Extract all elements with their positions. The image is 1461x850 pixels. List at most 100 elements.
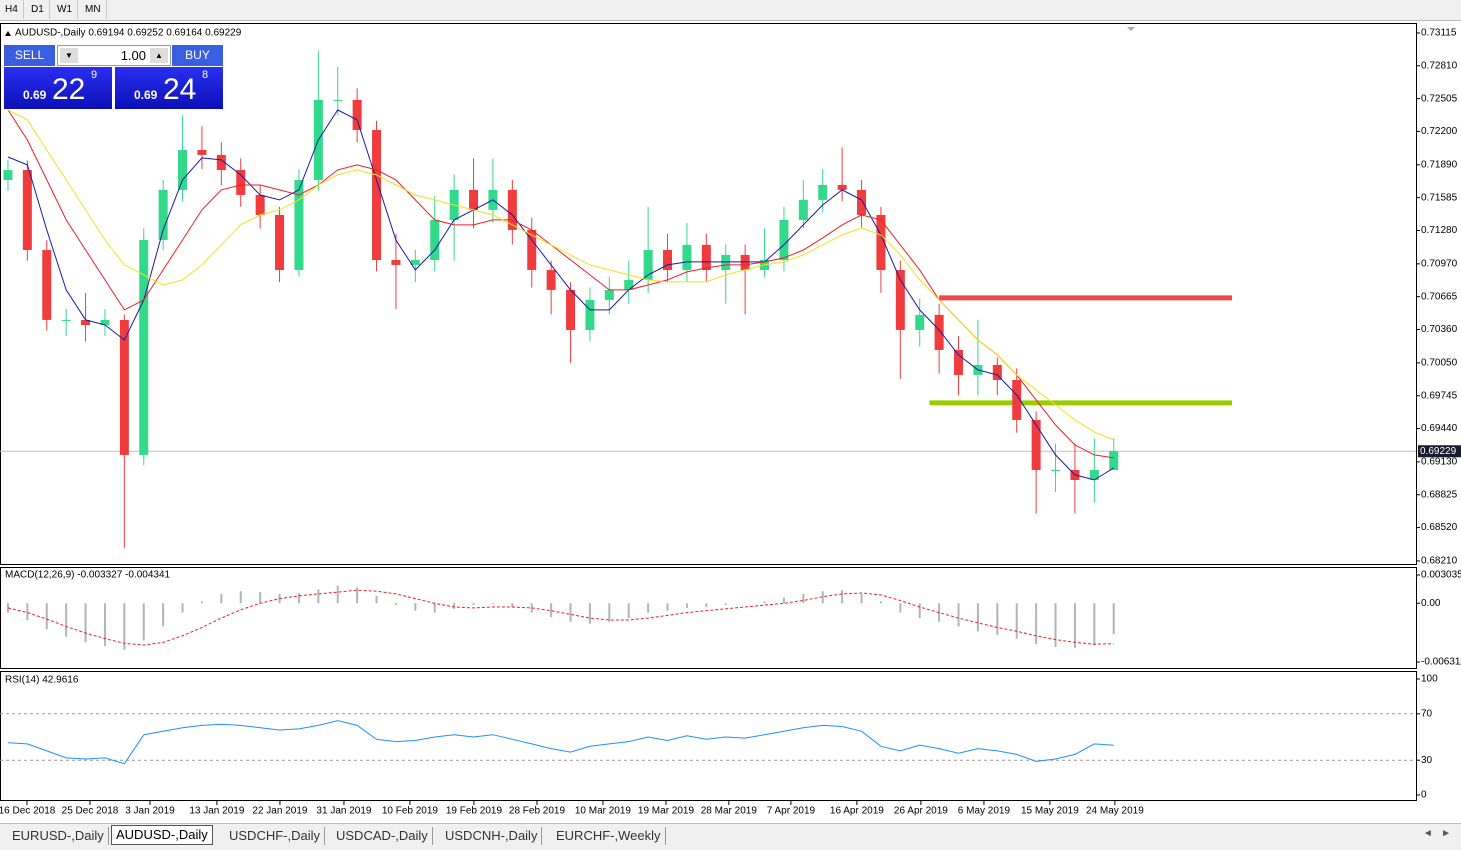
lot-value[interactable]: 1.00 <box>120 48 146 63</box>
macd-bar <box>957 603 960 627</box>
macd-bar <box>918 603 921 619</box>
y-tick-label: 0 <box>1421 790 1427 801</box>
candle-body <box>294 180 304 270</box>
candle-body <box>3 169 13 180</box>
candle-body <box>275 214 285 270</box>
price-panel <box>0 23 1417 565</box>
macd-bar <box>259 592 262 604</box>
macd-bar <box>511 603 514 607</box>
macd-bar <box>65 603 68 637</box>
bid-quote[interactable]: 0.69 22 9 <box>4 67 112 109</box>
x-tick-label: 28 Feb 2019 <box>509 806 566 817</box>
chart-tab[interactable]: USDCHF-,Daily <box>225 827 325 845</box>
chart-tab[interactable]: EURUSD-,Daily <box>8 827 109 845</box>
candle-body <box>857 189 867 215</box>
buy-button[interactable]: BUY <box>172 45 223 66</box>
lot-box[interactable]: ▼ 1.00 ▲ <box>57 45 171 66</box>
macd-bar <box>782 597 785 604</box>
timeframe[interactable]: D1 <box>26 0 50 19</box>
candle-body <box>158 189 168 240</box>
chart-tab[interactable]: EURCHF-,Weekly <box>552 827 666 845</box>
candle-body <box>992 364 1002 381</box>
candle-body <box>895 269 905 330</box>
ask-prefix: 0.69 <box>134 88 158 102</box>
panel: AUDUSD-,Daily 0.69194 0.69252 0.69164 0.… <box>0 28 1461 567</box>
ask-quote[interactable]: 0.69 24 8 <box>115 67 223 109</box>
y-tick-label: 0.00 <box>1421 598 1441 609</box>
lot-down[interactable]: ▼ <box>60 48 78 63</box>
y-tick-label: 0.71585 <box>1421 192 1458 203</box>
candle-body <box>42 249 52 320</box>
macd-bar <box>666 603 669 611</box>
candle-body <box>197 149 207 155</box>
bid-sup: 9 <box>91 69 98 81</box>
timeframe[interactable]: MN <box>80 0 107 19</box>
macd-bar <box>1035 603 1038 645</box>
candle-body <box>604 289 614 300</box>
tab-scroll[interactable]: ◄ ► <box>1422 828 1451 839</box>
macd-bar <box>239 591 242 604</box>
y-tick-label: 0.71280 <box>1421 225 1458 236</box>
y-tick-label: 0.69440 <box>1421 423 1458 434</box>
x-tick-label: 25 Dec 2018 <box>62 806 119 817</box>
macd-bar <box>724 603 727 606</box>
x-tick-label: 26 Apr 2019 <box>894 806 948 817</box>
macd-bar <box>297 593 300 604</box>
candle-body <box>139 239 149 455</box>
y-tick-label: 0.69130 <box>1421 457 1458 468</box>
macd-bar <box>608 603 611 622</box>
macd-bar <box>841 590 844 604</box>
macd-bar <box>45 603 48 630</box>
x-tick-label: 6 May 2019 <box>958 806 1011 817</box>
x-tick-label: 15 May 2019 <box>1021 806 1079 817</box>
y-tick-label: 0.71890 <box>1421 159 1458 170</box>
candle-body <box>391 259 401 265</box>
x-tick-label: 13 Jan 2019 <box>189 806 244 817</box>
candle-body <box>255 194 265 215</box>
candle-body <box>818 184 828 200</box>
chart-tab[interactable]: USDCAD-,Daily <box>332 827 433 845</box>
y-tick-label: -0.006311 <box>1421 657 1461 668</box>
macd-bar <box>433 603 436 613</box>
candle-body <box>178 149 188 190</box>
candle-body <box>779 219 789 260</box>
candle-body <box>1051 469 1061 471</box>
candle-body <box>352 99 362 130</box>
macd-bar <box>123 603 126 650</box>
y-tick-label: 70 <box>1421 708 1433 719</box>
moving-average <box>7 109 1114 459</box>
timeframe[interactable]: W1 <box>52 0 78 19</box>
candle-body <box>701 244 711 270</box>
candle-body <box>1089 469 1099 481</box>
macd-bar <box>356 587 359 604</box>
y-tick-label: 0.70970 <box>1421 259 1458 270</box>
macd-bar <box>763 601 766 604</box>
last-price-box <box>1418 445 1461 458</box>
macd-bar <box>142 603 145 641</box>
sell-button[interactable]: SELL <box>4 45 55 66</box>
candle-body <box>663 249 673 270</box>
y-tick-label: 0.003035 <box>1421 570 1461 581</box>
macd-signal <box>7 589 1114 646</box>
chart-tab[interactable]: AUDUSD-,Daily <box>111 825 213 845</box>
macd-bar <box>336 585 339 604</box>
shift-marker <box>1127 27 1135 31</box>
lot-up[interactable]: ▲ <box>150 48 168 63</box>
y-tick-label: 0.70050 <box>1421 358 1458 369</box>
macd-bar <box>627 603 630 619</box>
y-tick-label: 30 <box>1421 755 1433 766</box>
candle-body <box>216 154 226 170</box>
candle-body <box>624 280 634 290</box>
candle-body <box>1012 380 1022 420</box>
y-tick-label: 0.68210 <box>1421 556 1458 567</box>
y-tick-label: 0.70665 <box>1421 291 1458 302</box>
y-tick-label: 0.72200 <box>1421 126 1458 137</box>
tab-bar: ◄ ► EURUSD-,Daily AUDUSD-,Daily USDCHF-,Da… <box>0 823 1461 850</box>
x-tick-label: 10 Feb 2019 <box>382 806 439 817</box>
candle-body <box>721 254 731 270</box>
macd-bar <box>200 601 203 604</box>
x-tick-label: 31 Jan 2019 <box>316 806 371 817</box>
macd-bar <box>453 603 456 609</box>
chart-tab[interactable]: USDCNH-,Daily <box>441 827 543 845</box>
timeframe[interactable]: H4 <box>0 0 24 19</box>
